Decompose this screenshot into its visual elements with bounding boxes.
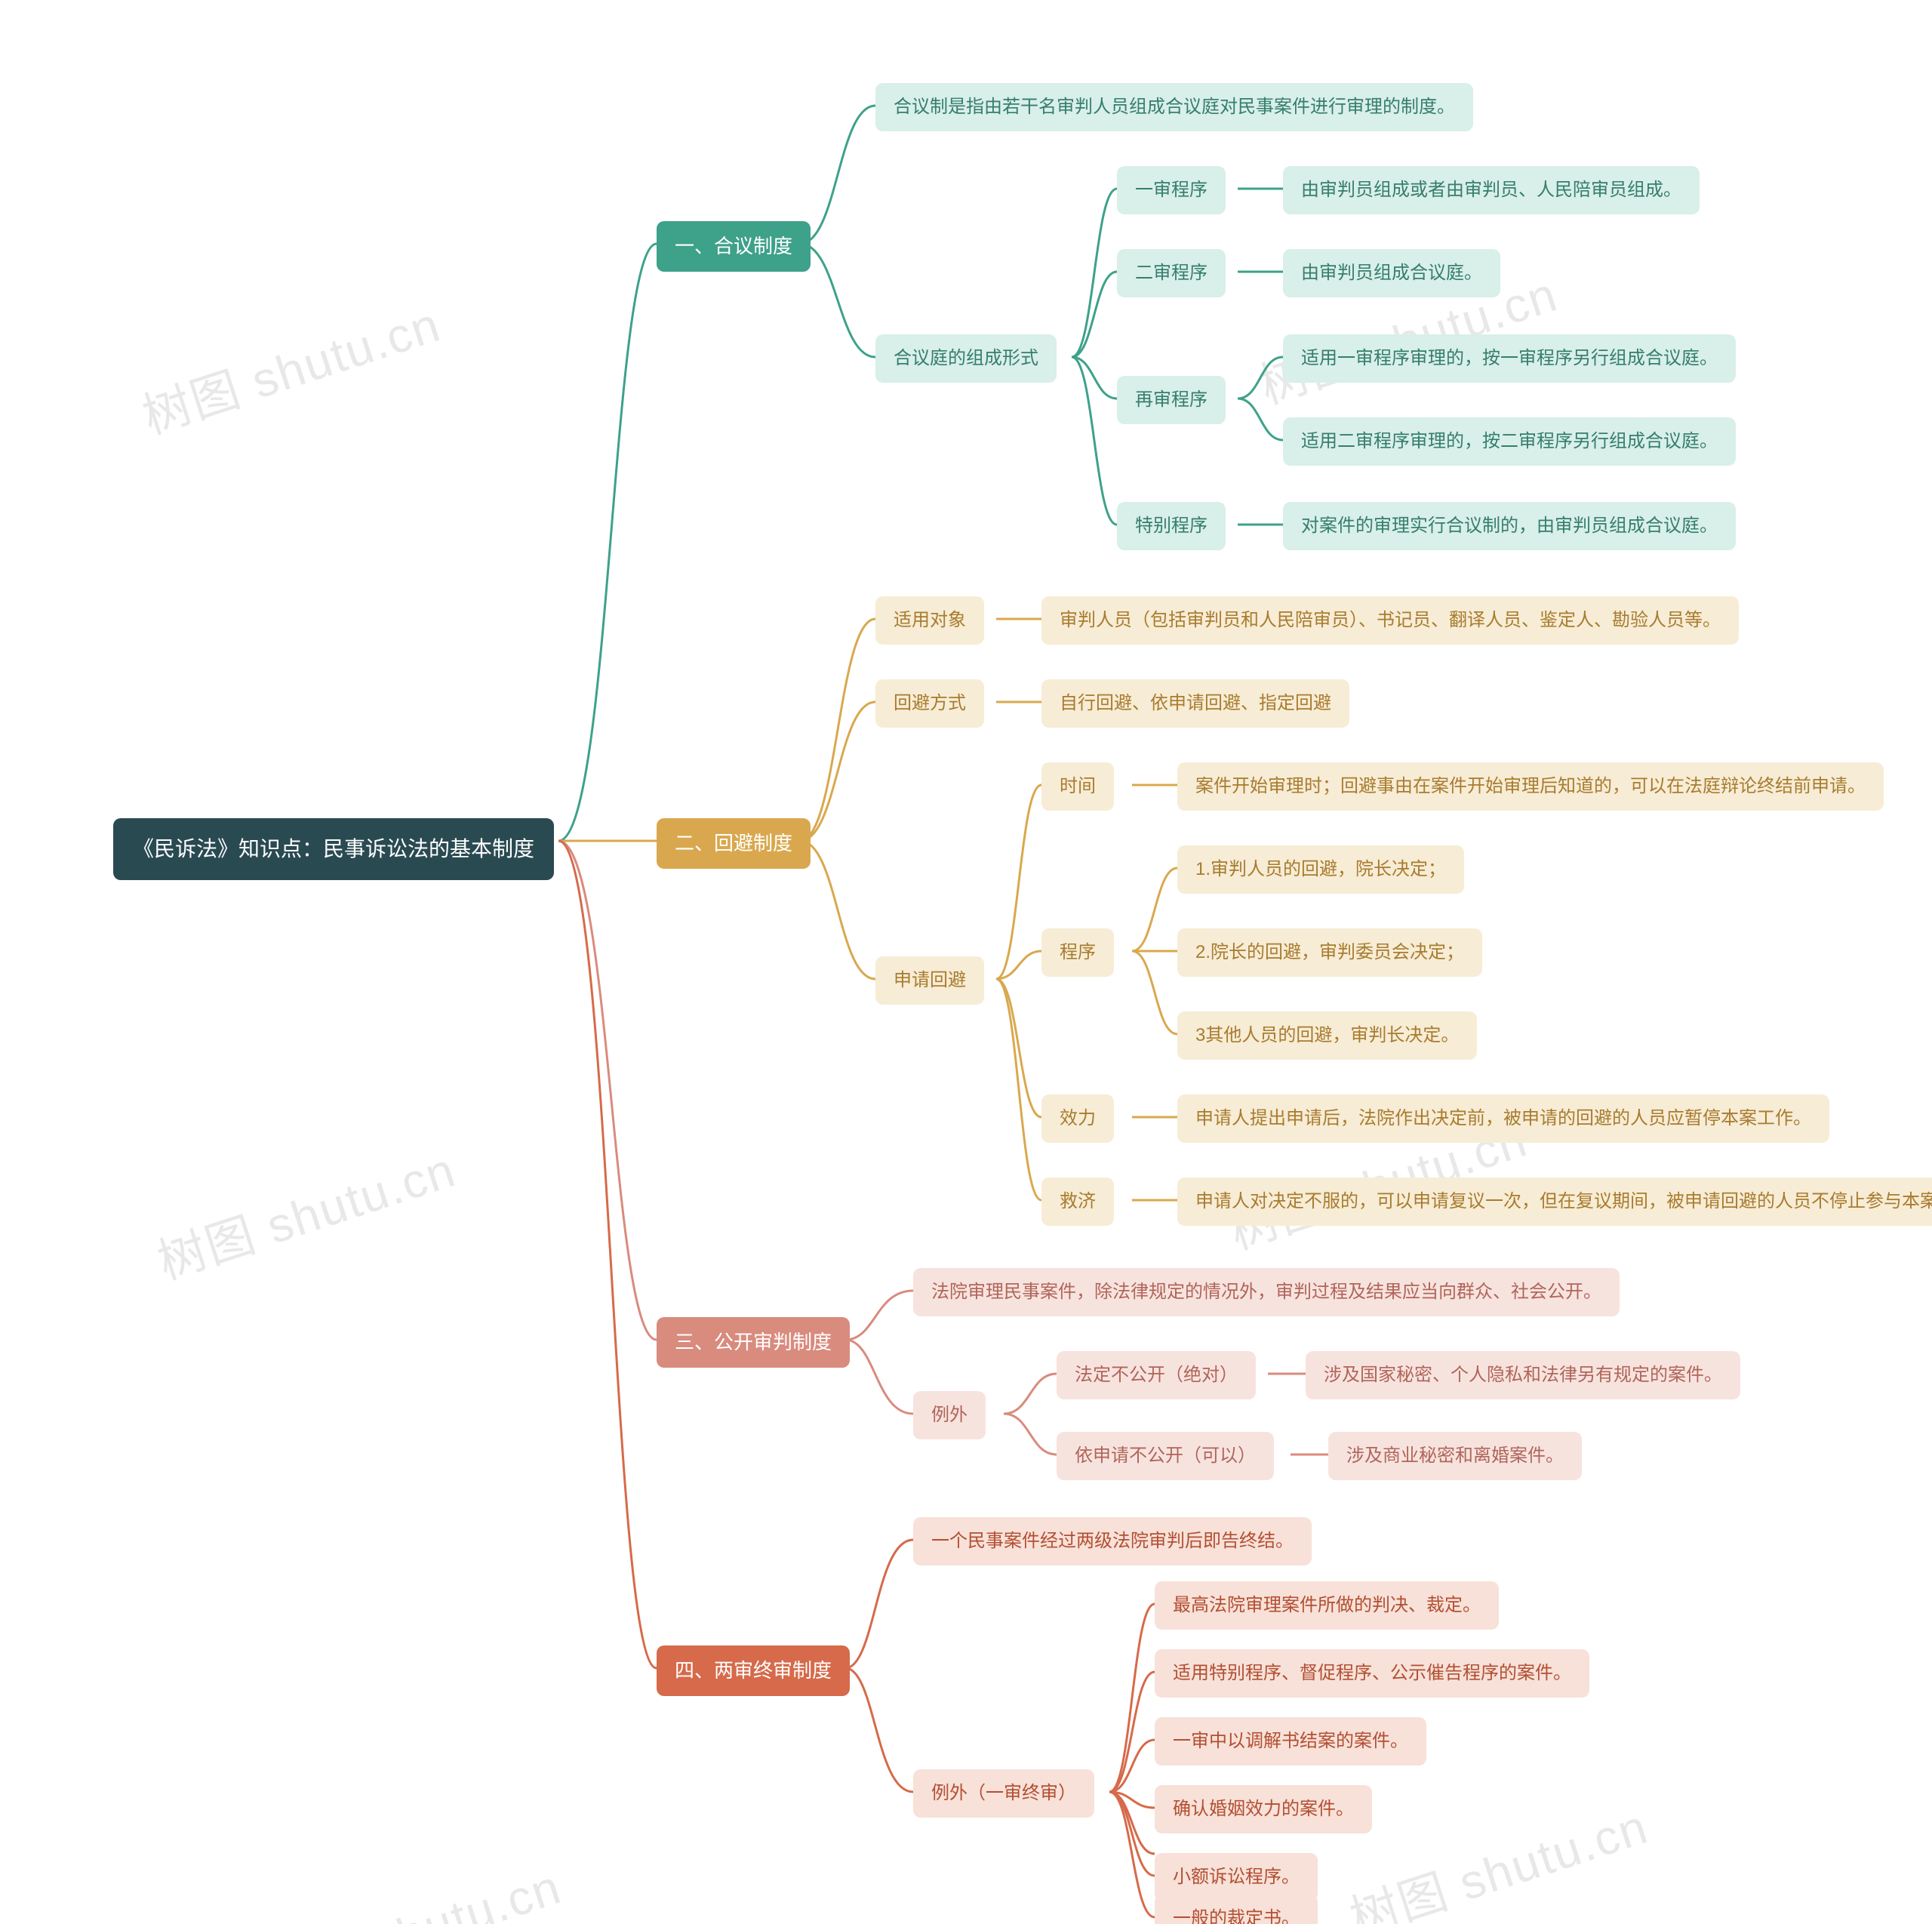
b4-ex-2: 一审中以调解书结案的案件。: [1155, 1717, 1426, 1765]
b2-c2-2l: 申请人提出申请后，法院作出决定前，被申请的回避的人员应暂停本案工作。: [1177, 1094, 1829, 1143]
b4-ex-3: 确认婚姻效力的案件。: [1155, 1785, 1372, 1833]
b2-c2-1c: 3其他人员的回避，审判长决定。: [1177, 1011, 1477, 1060]
b1-l3-2b: 适用二审程序审理的，按二审程序另行组成合议庭。: [1283, 417, 1736, 466]
b2-c0-l: 审判人员（包括审判员和人民陪审员）、书记员、翻译人员、鉴定人、勘验人员等。: [1041, 596, 1739, 645]
b4-c0: 一个民事案件经过两级法院审判后即告终结。: [913, 1517, 1312, 1565]
b2-c2: 申请回避: [875, 956, 984, 1005]
b2-c2-0l: 案件开始审理时；回避事由在案件开始审理后知道的，可以在法庭辩论终结前申请。: [1177, 762, 1884, 811]
b2-c2-1: 程序: [1041, 928, 1114, 977]
b4-ex-0: 最高法院审理案件所做的判决、裁定。: [1155, 1581, 1499, 1630]
b2-c2-1b: 2.院长的回避，审判委员会决定；: [1177, 928, 1482, 977]
b1-l2-3: 特别程序: [1117, 502, 1226, 550]
b3-c1: 例外: [913, 1391, 986, 1439]
b3-c0: 法院审理民事案件，除法律规定的情况外，审判过程及结果应当向群众、社会公开。: [913, 1268, 1620, 1316]
b2-c1: 回避方式: [875, 679, 984, 728]
b2-c1-l: 自行回避、依申请回避、指定回避: [1041, 679, 1349, 728]
b3-c1-1l: 涉及商业秘密和离婚案件。: [1328, 1432, 1582, 1480]
branch-1: 一、合议制度: [657, 221, 811, 272]
watermark: 树图 shutu.cn: [254, 1849, 569, 1924]
b4-ex-5: 一般的裁定书。: [1155, 1895, 1318, 1924]
b2-c2-3l: 申请人对决定不服的，可以申请复议一次，但在复议期间，被申请回避的人员不停止参与本…: [1177, 1177, 1932, 1226]
b2-c2-2: 效力: [1041, 1094, 1114, 1143]
b1-l3-1: 由审判员组成合议庭。: [1283, 249, 1500, 297]
b1-l2-2: 再审程序: [1117, 376, 1226, 424]
b2-c2-0: 时间: [1041, 762, 1114, 811]
b1-l2-1: 二审程序: [1117, 249, 1226, 297]
b1-child-0: 合议制是指由若干名审判人员组成合议庭对民事案件进行审理的制度。: [875, 83, 1473, 131]
b1-l3-3: 对案件的审理实行合议制的，由审判员组成合议庭。: [1283, 502, 1736, 550]
watermark: 树图 shutu.cn: [133, 286, 448, 448]
watermark: 树图 shutu.cn: [148, 1131, 463, 1293]
b1-child-1: 合议庭的组成形式: [875, 334, 1057, 383]
b3-c1-1: 依申请不公开（可以）: [1057, 1432, 1274, 1480]
b2-c2-1a: 1.审判人员的回避，院长决定；: [1177, 845, 1464, 894]
b1-l2-0: 一审程序: [1117, 166, 1226, 214]
root-node: 《民诉法》知识点：民事诉讼法的基本制度: [113, 818, 554, 880]
b3-c1-0l: 涉及国家秘密、个人隐私和法律另有规定的案件。: [1306, 1351, 1740, 1399]
branch-2: 二、回避制度: [657, 818, 811, 869]
b1-l3-0: 由审判员组成或者由审判员、人民陪审员组成。: [1283, 166, 1700, 214]
b4-ex-1: 适用特别程序、督促程序、公示催告程序的案件。: [1155, 1649, 1589, 1698]
b4-c1: 例外（一审终审）: [913, 1769, 1094, 1818]
b2-c0: 适用对象: [875, 596, 984, 645]
b1-l3-2a: 适用一审程序审理的，按一审程序另行组成合议庭。: [1283, 334, 1736, 383]
watermark: 树图 shutu.cn: [1340, 1788, 1656, 1924]
b3-c1-0: 法定不公开（绝对）: [1057, 1351, 1256, 1399]
b2-c2-3: 救济: [1041, 1177, 1114, 1226]
branch-4: 四、两审终审制度: [657, 1645, 850, 1696]
branch-3: 三、公开审判制度: [657, 1317, 850, 1368]
